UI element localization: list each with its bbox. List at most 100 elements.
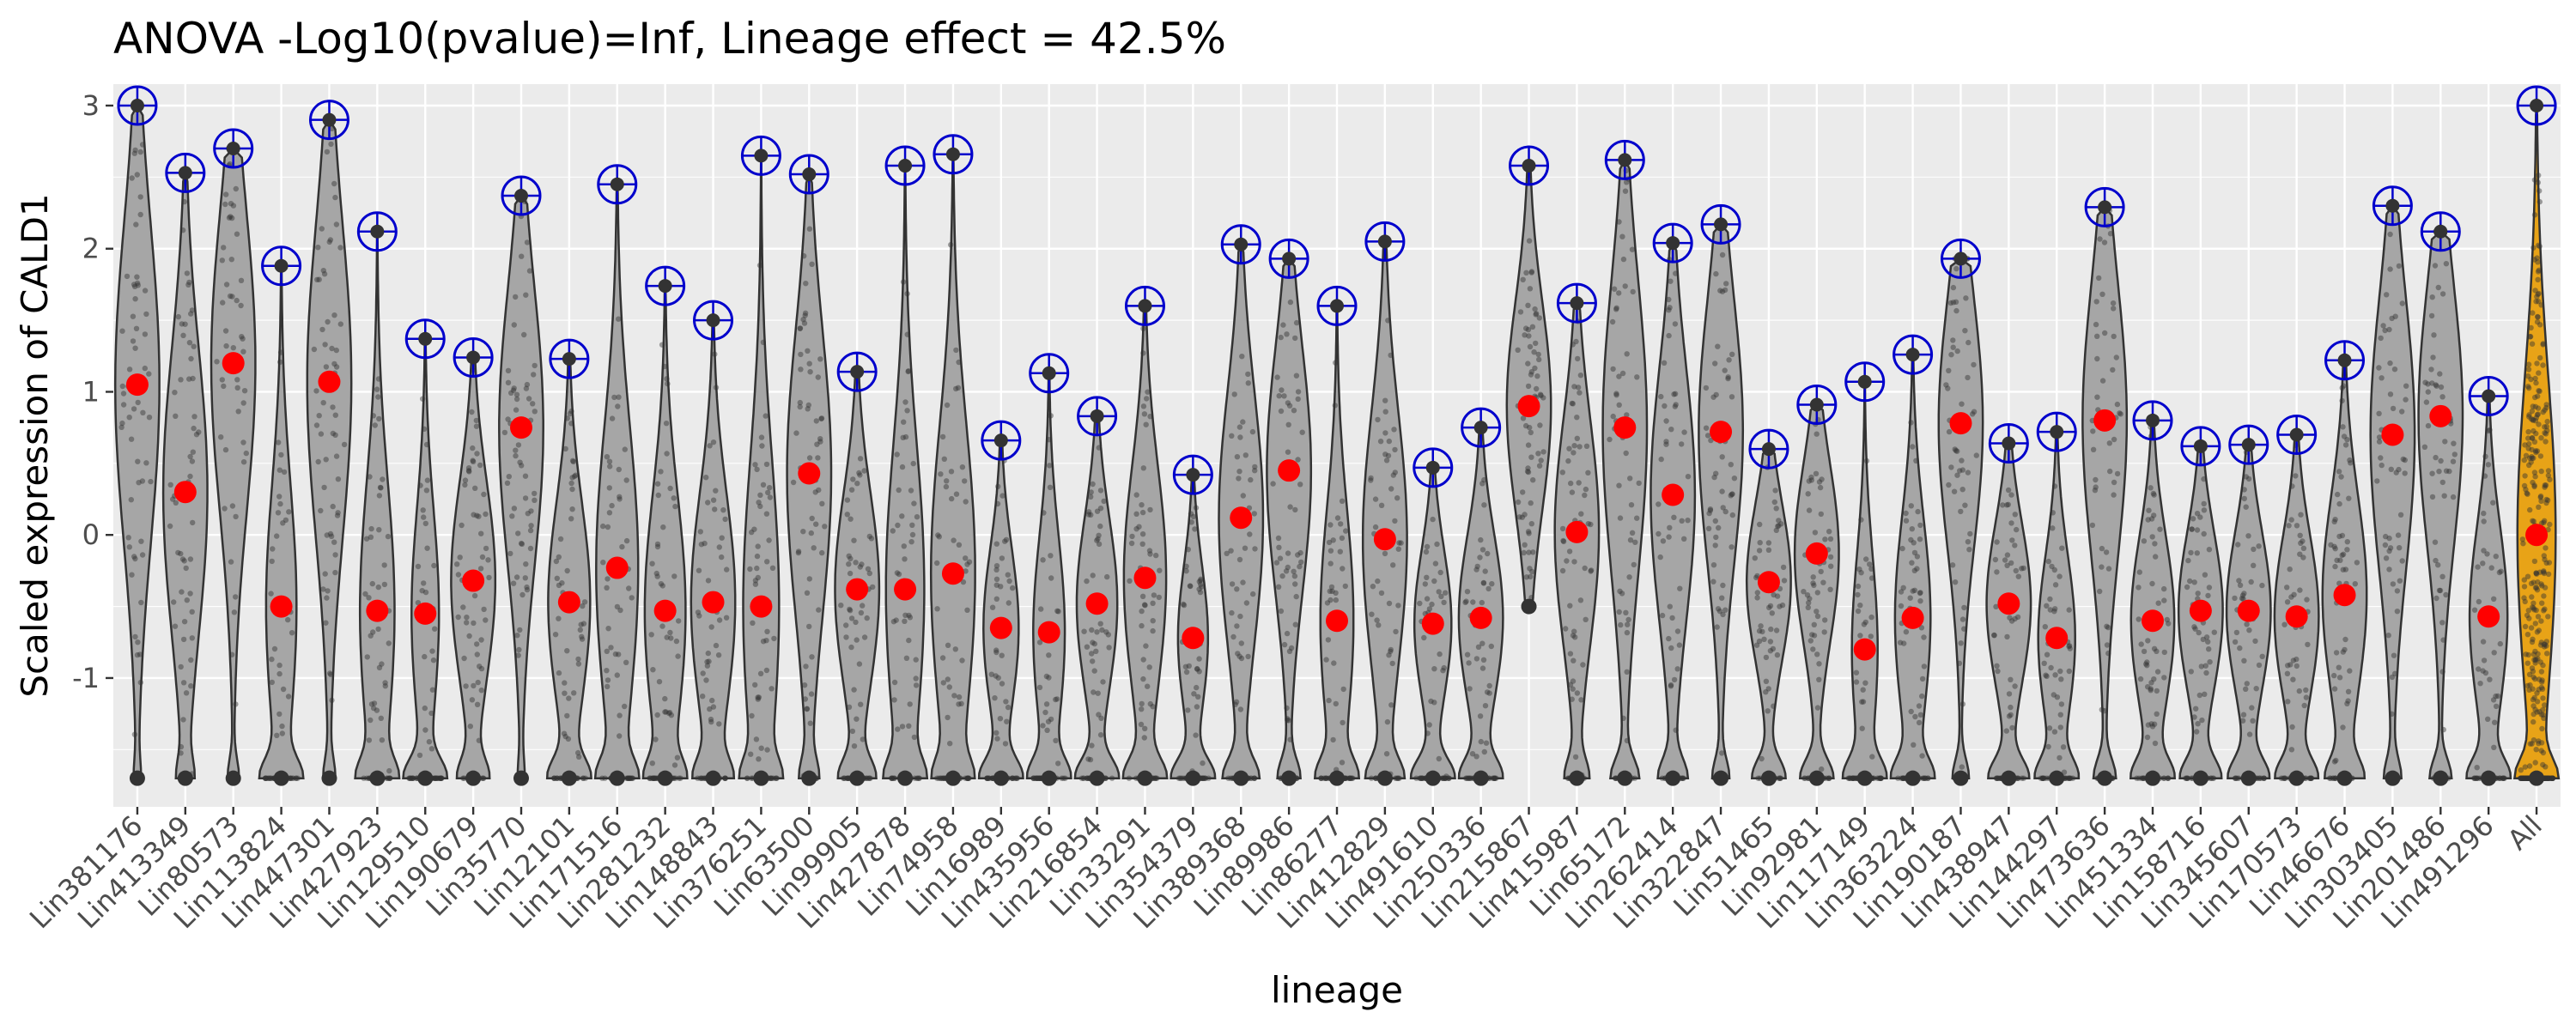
jitter-point: [1195, 694, 1201, 700]
jitter-point: [1386, 600, 1393, 607]
jitter-point: [1914, 554, 1921, 560]
jitter-point: [1245, 371, 1251, 378]
jitter-point: [2534, 709, 2540, 715]
jitter-point: [2154, 688, 2160, 694]
jitter-point: [188, 657, 194, 663]
jitter-point: [907, 615, 914, 621]
jitter-point: [139, 142, 146, 148]
jitter-point: [2525, 367, 2532, 373]
jitter-point: [526, 396, 532, 402]
jitter-point: [187, 453, 193, 460]
max-point-Lin117149: [1857, 374, 1872, 389]
jitter-point: [953, 385, 959, 392]
jitter-point: [2533, 585, 2540, 591]
jitter-point: [1340, 719, 1346, 726]
jitter-point: [2044, 673, 2050, 680]
jitter-point: [2347, 457, 2353, 464]
jitter-point: [1009, 775, 1015, 781]
jitter-point: [1194, 684, 1200, 691]
jitter-point: [2157, 526, 2163, 532]
jitter-point: [1808, 477, 1814, 483]
jitter-point: [131, 283, 138, 289]
jitter-point: [1530, 549, 1536, 555]
jitter-point: [181, 619, 188, 625]
jitter-point: [1094, 629, 1100, 635]
y-tick-label: 0: [82, 518, 100, 551]
jitter-point: [1679, 518, 1685, 524]
max-point-Lin99905: [850, 365, 865, 379]
jitter-point: [1666, 307, 1672, 313]
jitter-point: [325, 588, 331, 594]
jitter-point: [2191, 579, 2197, 585]
jitter-point: [1522, 512, 1528, 518]
jitter-point: [1084, 775, 1091, 781]
jitter-point: [2296, 688, 2302, 694]
jitter-point: [2107, 468, 2113, 475]
jitter-point: [2105, 624, 2111, 631]
jitter-point: [274, 732, 280, 738]
jitter-point: [848, 487, 855, 493]
jitter-point: [2387, 266, 2393, 272]
jitter-point: [815, 374, 821, 380]
jitter-point: [313, 388, 319, 394]
jitter-point: [1087, 756, 1094, 763]
jitter-point: [2541, 608, 2547, 614]
jitter-point: [938, 775, 944, 781]
jitter-point: [2532, 657, 2539, 663]
jitter-point: [1565, 457, 1571, 464]
jitter-point: [2535, 651, 2541, 657]
jitter-point: [134, 172, 140, 178]
jitter-point: [1249, 775, 1255, 781]
jitter-point: [720, 507, 726, 513]
jitter-point: [554, 775, 560, 781]
jitter-point: [1522, 332, 1528, 338]
jitter-point: [1324, 600, 1331, 606]
jitter-point: [609, 502, 615, 509]
jitter-point: [1532, 365, 1538, 372]
jitter-point: [2099, 545, 2105, 552]
jitter-point: [2289, 483, 2295, 489]
jitter-point: [2188, 775, 2195, 781]
jitter-point: [803, 281, 809, 287]
jitter-point: [659, 583, 665, 589]
jitter-point: [1719, 488, 1725, 494]
jitter-point: [409, 775, 416, 781]
jitter-point: [1326, 539, 1333, 546]
jitter-point: [2500, 775, 2506, 781]
jitter-point: [1527, 286, 1534, 292]
max-point-Lin190679: [466, 350, 481, 365]
jitter-point: [1152, 775, 1159, 781]
jitter-point: [1816, 479, 1823, 485]
jitter-point: [1767, 639, 1774, 645]
jitter-point: [1719, 288, 1726, 294]
jitter-point: [319, 226, 325, 232]
jitter-point: [313, 422, 320, 428]
min-point-Lin80573: [225, 770, 241, 786]
jitter-point: [432, 775, 438, 781]
jitter-point: [748, 751, 754, 757]
jitter-point: [999, 555, 1005, 561]
jitter-point: [2528, 625, 2535, 631]
jitter-point: [189, 458, 196, 464]
jitter-point: [1048, 716, 1054, 723]
jitter-point: [2331, 759, 2338, 765]
jitter-point: [2402, 470, 2408, 476]
jitter-point: [1139, 706, 1145, 712]
jitter-point: [705, 578, 712, 584]
jitter-point: [1772, 488, 1778, 494]
jitter-point: [1252, 464, 1258, 470]
jitter-point: [2540, 761, 2546, 768]
jitter-point: [964, 775, 970, 781]
jitter-point: [1081, 628, 1087, 634]
jitter-point: [1382, 409, 1388, 415]
jitter-point: [2531, 657, 2537, 663]
jitter-point: [1852, 775, 1858, 781]
jitter-point: [2471, 775, 2477, 781]
jitter-point: [1275, 535, 1282, 542]
mean-point-Lin33291: [1133, 566, 1157, 590]
jitter-point: [524, 381, 531, 388]
jitter-point: [1776, 518, 1782, 524]
jitter-point: [1278, 334, 1284, 341]
jitter-point: [2549, 775, 2555, 781]
jitter-point: [1560, 538, 1567, 545]
